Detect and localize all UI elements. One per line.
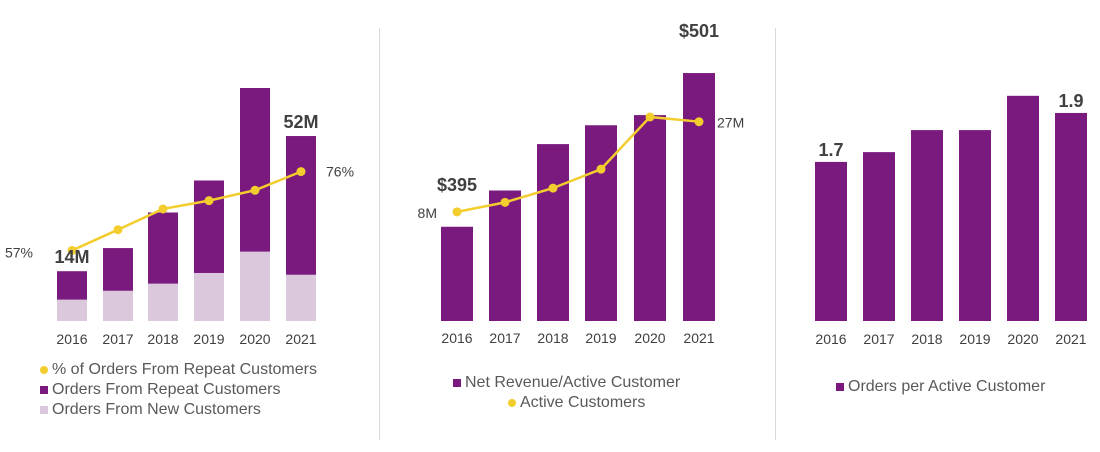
repeat-pct-point <box>67 245 77 255</box>
repeat-pct-point <box>113 225 123 235</box>
active-customers-point <box>548 183 558 193</box>
x-tick-label: 2021 <box>683 330 714 346</box>
bar-repeat-customers <box>286 136 316 275</box>
bar-repeat-customers <box>194 180 224 273</box>
repeat-pct-point <box>204 196 214 206</box>
x-tick-label: 2019 <box>585 330 616 346</box>
bar-new-customers <box>286 274 316 321</box>
line-value-label: 76% <box>326 164 354 180</box>
legend-label: Net Revenue/Active Customer <box>465 374 681 391</box>
legend-square-icon <box>836 383 844 391</box>
bar-total-label: 14M <box>54 247 89 267</box>
bar-net-revenue <box>489 190 521 321</box>
x-tick-label: 2018 <box>147 331 178 347</box>
bar-repeat-customers <box>57 271 87 300</box>
legend-item-active-customers: Active Customers <box>453 393 680 413</box>
bar-net-revenue <box>683 73 715 321</box>
active-customers-point <box>452 207 462 217</box>
bar-repeat-customers <box>103 248 133 291</box>
bar-net-revenue <box>537 144 569 321</box>
legend-item-orders-per-customer: Orders per Active Customer <box>836 377 1045 397</box>
active-customers-point <box>645 112 655 122</box>
x-tick-label: 2018 <box>911 331 942 347</box>
x-tick-label: 2020 <box>634 330 665 346</box>
active-customers-point <box>694 117 704 127</box>
legend-square-icon <box>40 406 48 414</box>
divider-left <box>379 28 380 440</box>
bar-net-revenue <box>441 226 473 321</box>
x-tick-label: 2019 <box>959 331 990 347</box>
legend-dot-icon <box>40 366 48 374</box>
line-value-label: 8M <box>418 205 437 221</box>
active-customers-point <box>500 197 510 207</box>
bar-new-customers <box>103 290 133 321</box>
active-customers-line <box>456 115 700 214</box>
x-tick-label: 2020 <box>239 331 270 347</box>
legend-label: Orders From New Customers <box>52 401 261 418</box>
line-value-label: 57% <box>5 244 33 260</box>
legend-dot-icon <box>508 399 516 407</box>
legend-chart-3: Orders per Active Customer <box>836 377 1045 397</box>
divider-right <box>775 28 776 440</box>
bar-orders-per-customer <box>863 152 895 321</box>
legend-label: Orders From Repeat Customers <box>52 381 281 398</box>
x-tick-label: 2021 <box>285 331 316 347</box>
legend-item-repeat-orders: Orders From Repeat Customers <box>40 380 317 400</box>
bar-new-customers <box>194 272 224 321</box>
repeat-pct-point <box>296 167 306 177</box>
x-tick-label: 2016 <box>56 331 87 347</box>
bar-orders-per-customer <box>959 130 991 321</box>
legend-label: Orders per Active Customer <box>848 378 1046 395</box>
x-tick-label: 2018 <box>537 330 568 346</box>
legend-item-new-orders: Orders From New Customers <box>40 400 317 420</box>
bar-new-customers <box>240 251 270 321</box>
legend-chart-2: Net Revenue/Active Customer Active Custo… <box>453 373 680 413</box>
bar-value-label: $395 <box>437 175 477 195</box>
legend-item-net-revenue: Net Revenue/Active Customer <box>453 373 680 393</box>
legend-square-icon <box>453 379 461 387</box>
x-tick-label: 2016 <box>441 330 472 346</box>
x-tick-label: 2019 <box>193 331 224 347</box>
bar-value-label: $501 <box>679 21 719 41</box>
bar-value-label: 1.9 <box>1058 91 1083 111</box>
line-value-label: 27M <box>717 115 744 131</box>
x-tick-label: 2017 <box>102 331 133 347</box>
bar-net-revenue <box>634 115 666 321</box>
repeat-pct-point <box>158 204 168 214</box>
x-tick-label: 2021 <box>1055 331 1086 347</box>
bar-total-label: 52M <box>283 112 318 132</box>
active-customers-point <box>596 164 606 174</box>
bar-repeat-customers <box>148 212 178 284</box>
bar-orders-per-customer <box>911 130 943 321</box>
repeat-pct-line <box>71 170 302 252</box>
bar-repeat-customers <box>240 88 270 252</box>
x-tick-label: 2016 <box>815 331 846 347</box>
bar-new-customers <box>148 283 178 321</box>
bar-new-customers <box>57 299 87 321</box>
bar-orders-per-customer <box>815 161 847 321</box>
x-tick-label: 2017 <box>489 330 520 346</box>
legend-item-repeat-pct: % of Orders From Repeat Customers <box>40 360 317 380</box>
legend-chart-1: % of Orders From Repeat Customers Orders… <box>40 360 317 420</box>
legend-square-icon <box>40 386 48 394</box>
x-tick-label: 2020 <box>1007 331 1038 347</box>
bar-orders-per-customer <box>1007 95 1039 321</box>
x-tick-label: 2017 <box>863 331 894 347</box>
legend-label: % of Orders From Repeat Customers <box>52 361 317 378</box>
bar-orders-per-customer <box>1055 112 1087 321</box>
legend-label: Active Customers <box>520 394 646 411</box>
bar-value-label: 1.7 <box>818 140 843 160</box>
repeat-pct-point <box>250 185 260 195</box>
